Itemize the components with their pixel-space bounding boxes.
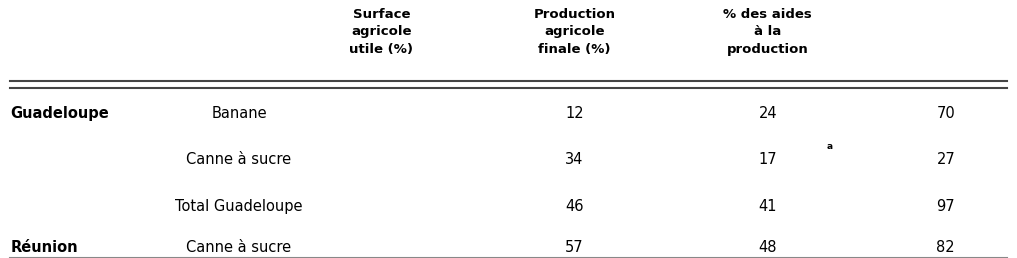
Text: 17: 17	[759, 152, 777, 167]
Text: % des aides
à la
production: % des aides à la production	[723, 8, 813, 56]
Text: 46: 46	[565, 199, 584, 214]
Text: 12: 12	[565, 106, 584, 121]
Text: a: a	[827, 142, 833, 151]
Text: 24: 24	[759, 106, 777, 121]
Text: 97: 97	[937, 199, 955, 214]
Text: Surface
agricole
utile (%): Surface agricole utile (%)	[350, 8, 413, 56]
Text: Canne à sucre: Canne à sucre	[186, 240, 292, 255]
Text: Réunion: Réunion	[10, 240, 77, 255]
Text: Production
agricole
finale (%): Production agricole finale (%)	[534, 8, 615, 56]
Text: Banane: Banane	[212, 106, 266, 121]
Text: 48: 48	[759, 240, 777, 255]
Text: 27: 27	[937, 152, 955, 167]
Text: 34: 34	[565, 152, 584, 167]
Text: 41: 41	[759, 199, 777, 214]
Text: Canne à sucre: Canne à sucre	[186, 152, 292, 167]
Text: 82: 82	[937, 240, 955, 255]
Text: Guadeloupe: Guadeloupe	[10, 106, 109, 121]
Text: Total Guadeloupe: Total Guadeloupe	[175, 199, 303, 214]
Text: 57: 57	[565, 240, 584, 255]
Text: 70: 70	[937, 106, 955, 121]
